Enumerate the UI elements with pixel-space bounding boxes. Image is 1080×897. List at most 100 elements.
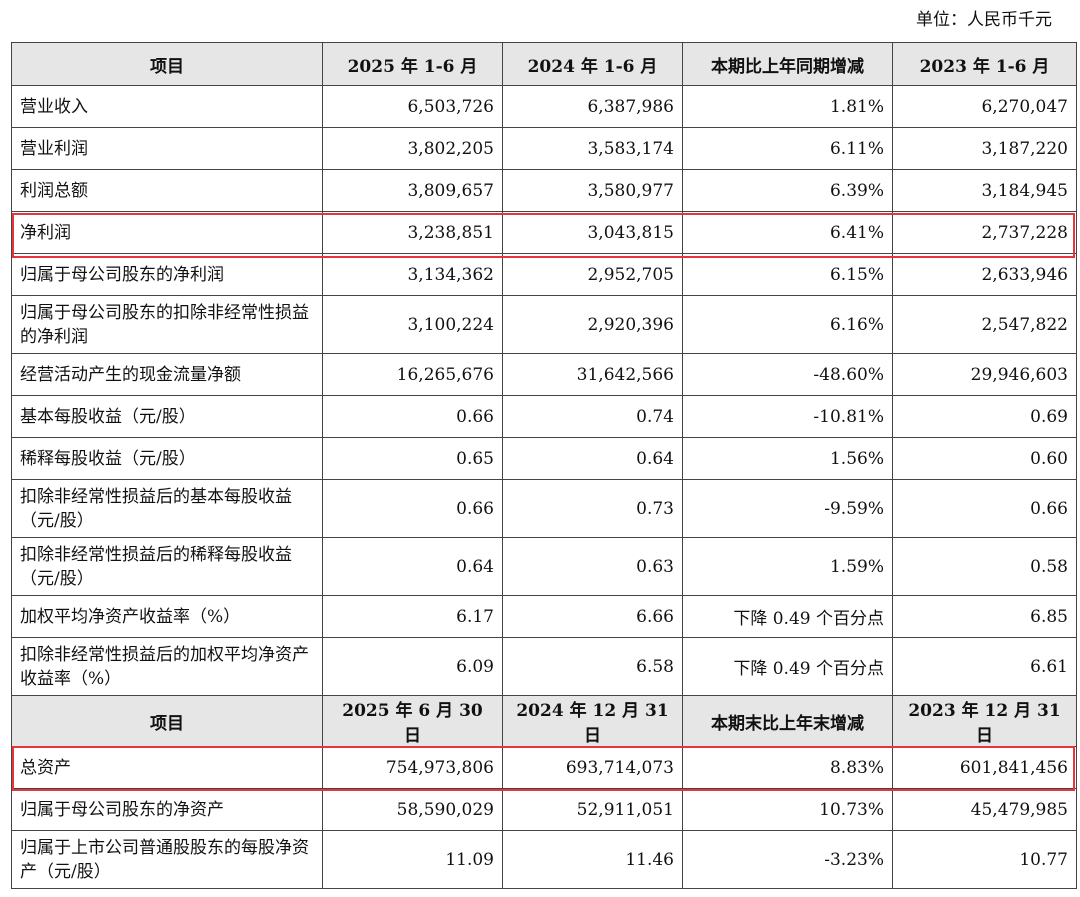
cell-value: 0.64 bbox=[502, 437, 683, 480]
row-label: 扣除非经常性损益后的稀释每股收益（元/股） bbox=[11, 537, 323, 596]
cell-value: 0.69 bbox=[892, 395, 1077, 438]
table-row: 扣除非经常性损益后的加权平均净资产收益率（%） 6.09 6.58 下降 0.4… bbox=[11, 637, 1077, 696]
cell-value: 11.46 bbox=[502, 830, 683, 889]
row-label: 加权平均净资产收益率（%） bbox=[11, 595, 323, 638]
table-row: 扣除非经常性损益后的基本每股收益（元/股） 0.66 0.73 -9.59% 0… bbox=[11, 479, 1077, 538]
cell-change: 1.56% bbox=[682, 437, 893, 480]
col-header-2023-12-31: 2023 年 12 月 31 日 bbox=[892, 695, 1077, 747]
cell-value: 6,503,726 bbox=[322, 85, 503, 128]
cell-value: 3,134,362 bbox=[322, 253, 503, 296]
cell-value: 6.66 bbox=[502, 595, 683, 638]
cell-change: 6.41% bbox=[682, 211, 893, 254]
cell-value: 6.58 bbox=[502, 637, 683, 696]
financial-table: 项目 2025 年 1-6 月 2024 年 1-6 月 本期比上年同期增减 2… bbox=[11, 42, 1077, 889]
cell-value: 29,946,603 bbox=[892, 353, 1077, 396]
col-header-yoy-change: 本期比上年同期增减 bbox=[682, 42, 893, 86]
cell-value: 10.77 bbox=[892, 830, 1077, 889]
col-header-item: 项目 bbox=[11, 42, 323, 86]
row-label: 归属于母公司股东的扣除非经常性损益的净利润 bbox=[11, 295, 323, 354]
table-row: 营业利润 3,802,205 3,583,174 6.11% 3,187,220 bbox=[11, 127, 1077, 170]
cell-change: -48.60% bbox=[682, 353, 893, 396]
cell-change: 1.81% bbox=[682, 85, 893, 128]
cell-value: 0.63 bbox=[502, 537, 683, 596]
cell-value: 0.66 bbox=[892, 479, 1077, 538]
col-header-period-end-change: 本期末比上年末增减 bbox=[682, 695, 893, 747]
cell-value: 6.85 bbox=[892, 595, 1077, 638]
cell-value: 601,841,456 bbox=[892, 746, 1077, 789]
cell-value: 3,238,851 bbox=[322, 211, 503, 254]
cell-value: 2,920,396 bbox=[502, 295, 683, 354]
cell-change: 6.16% bbox=[682, 295, 893, 354]
cell-value: 3,802,205 bbox=[322, 127, 503, 170]
cell-value: 0.74 bbox=[502, 395, 683, 438]
table-row: 归属于母公司股东的净利润 3,134,362 2,952,705 6.15% 2… bbox=[11, 253, 1077, 296]
table-row: 归属于上市公司普通股股东的每股净资产（元/股） 11.09 11.46 -3.2… bbox=[11, 830, 1077, 889]
cell-value: 0.65 bbox=[322, 437, 503, 480]
cell-change: 下降 0.49 个百分点 bbox=[682, 595, 893, 638]
col-header-2023h1: 2023 年 1-6 月 bbox=[892, 42, 1077, 86]
table-row-total-assets: 总资产 754,973,806 693,714,073 8.83% 601,84… bbox=[11, 746, 1077, 789]
cell-change: 6.15% bbox=[682, 253, 893, 296]
row-label: 营业收入 bbox=[11, 85, 323, 128]
cell-value: 3,100,224 bbox=[322, 295, 503, 354]
cell-value: 6.09 bbox=[322, 637, 503, 696]
cell-value: 2,952,705 bbox=[502, 253, 683, 296]
col-header-2025h1: 2025 年 1-6 月 bbox=[322, 42, 503, 86]
cell-value: 31,642,566 bbox=[502, 353, 683, 396]
cell-value: 6.61 bbox=[892, 637, 1077, 696]
table-row: 基本每股收益（元/股） 0.66 0.74 -10.81% 0.69 bbox=[11, 395, 1077, 438]
row-label: 总资产 bbox=[11, 746, 323, 789]
table-row: 利润总额 3,809,657 3,580,977 6.39% 3,184,945 bbox=[11, 169, 1077, 212]
cell-value: 2,737,228 bbox=[892, 211, 1077, 254]
cell-value: 3,184,945 bbox=[892, 169, 1077, 212]
cell-value: 754,973,806 bbox=[322, 746, 503, 789]
cell-value: 6,270,047 bbox=[892, 85, 1077, 128]
cell-value: 2,547,822 bbox=[892, 295, 1077, 354]
cell-value: 52,911,051 bbox=[502, 788, 683, 831]
cell-value: 0.66 bbox=[322, 479, 503, 538]
cell-value: 693,714,073 bbox=[502, 746, 683, 789]
col-header-2024-12-31: 2024 年 12 月 31 日 bbox=[502, 695, 683, 747]
cell-value: 0.66 bbox=[322, 395, 503, 438]
unit-label: 单位：人民币千元 bbox=[916, 10, 1052, 30]
row-label: 基本每股收益（元/股） bbox=[11, 395, 323, 438]
table-row: 稀释每股收益（元/股） 0.65 0.64 1.56% 0.60 bbox=[11, 437, 1077, 480]
cell-change: 8.83% bbox=[682, 746, 893, 789]
row-label: 归属于上市公司普通股股东的每股净资产（元/股） bbox=[11, 830, 323, 889]
cell-value: 58,590,029 bbox=[322, 788, 503, 831]
row-label: 净利润 bbox=[11, 211, 323, 254]
cell-change: -3.23% bbox=[682, 830, 893, 889]
col-header-item: 项目 bbox=[11, 695, 323, 747]
row-label: 扣除非经常性损益后的加权平均净资产收益率（%） bbox=[11, 637, 323, 696]
table-row: 扣除非经常性损益后的稀释每股收益（元/股） 0.64 0.63 1.59% 0.… bbox=[11, 537, 1077, 596]
cell-change: 6.11% bbox=[682, 127, 893, 170]
cell-change: 下降 0.49 个百分点 bbox=[682, 637, 893, 696]
cell-value: 0.73 bbox=[502, 479, 683, 538]
row-label: 利润总额 bbox=[11, 169, 323, 212]
table-row: 营业收入 6,503,726 6,387,986 1.81% 6,270,047 bbox=[11, 85, 1077, 128]
table-row: 归属于母公司股东的扣除非经常性损益的净利润 3,100,224 2,920,39… bbox=[11, 295, 1077, 354]
cell-change: -9.59% bbox=[682, 479, 893, 538]
table-row: 归属于母公司股东的净资产 58,590,029 52,911,051 10.73… bbox=[11, 788, 1077, 831]
table-row: 加权平均净资产收益率（%） 6.17 6.66 下降 0.49 个百分点 6.8… bbox=[11, 595, 1077, 638]
cell-value: 3,809,657 bbox=[322, 169, 503, 212]
cell-change: 6.39% bbox=[682, 169, 893, 212]
cell-value: 11.09 bbox=[322, 830, 503, 889]
row-label: 稀释每股收益（元/股） bbox=[11, 437, 323, 480]
row-label: 扣除非经常性损益后的基本每股收益（元/股） bbox=[11, 479, 323, 538]
table-row: 经营活动产生的现金流量净额 16,265,676 31,642,566 -48.… bbox=[11, 353, 1077, 396]
row-label: 营业利润 bbox=[11, 127, 323, 170]
header-row-period: 项目 2025 年 1-6 月 2024 年 1-6 月 本期比上年同期增减 2… bbox=[11, 42, 1077, 86]
cell-value: 2,633,946 bbox=[892, 253, 1077, 296]
col-header-2024h1: 2024 年 1-6 月 bbox=[502, 42, 683, 86]
cell-value: 0.58 bbox=[892, 537, 1077, 596]
table-row-net-profit: 净利润 3,238,851 3,043,815 6.41% 2,737,228 bbox=[11, 211, 1077, 254]
header-row-date: 项目 2025 年 6 月 30 日 2024 年 12 月 31 日 本期末比… bbox=[11, 695, 1077, 747]
cell-value: 45,479,985 bbox=[892, 788, 1077, 831]
cell-value: 3,187,220 bbox=[892, 127, 1077, 170]
cell-change: 10.73% bbox=[682, 788, 893, 831]
cell-value: 6,387,986 bbox=[502, 85, 683, 128]
row-label: 经营活动产生的现金流量净额 bbox=[11, 353, 323, 396]
col-header-2025-06-30: 2025 年 6 月 30 日 bbox=[322, 695, 503, 747]
cell-value: 3,043,815 bbox=[502, 211, 683, 254]
